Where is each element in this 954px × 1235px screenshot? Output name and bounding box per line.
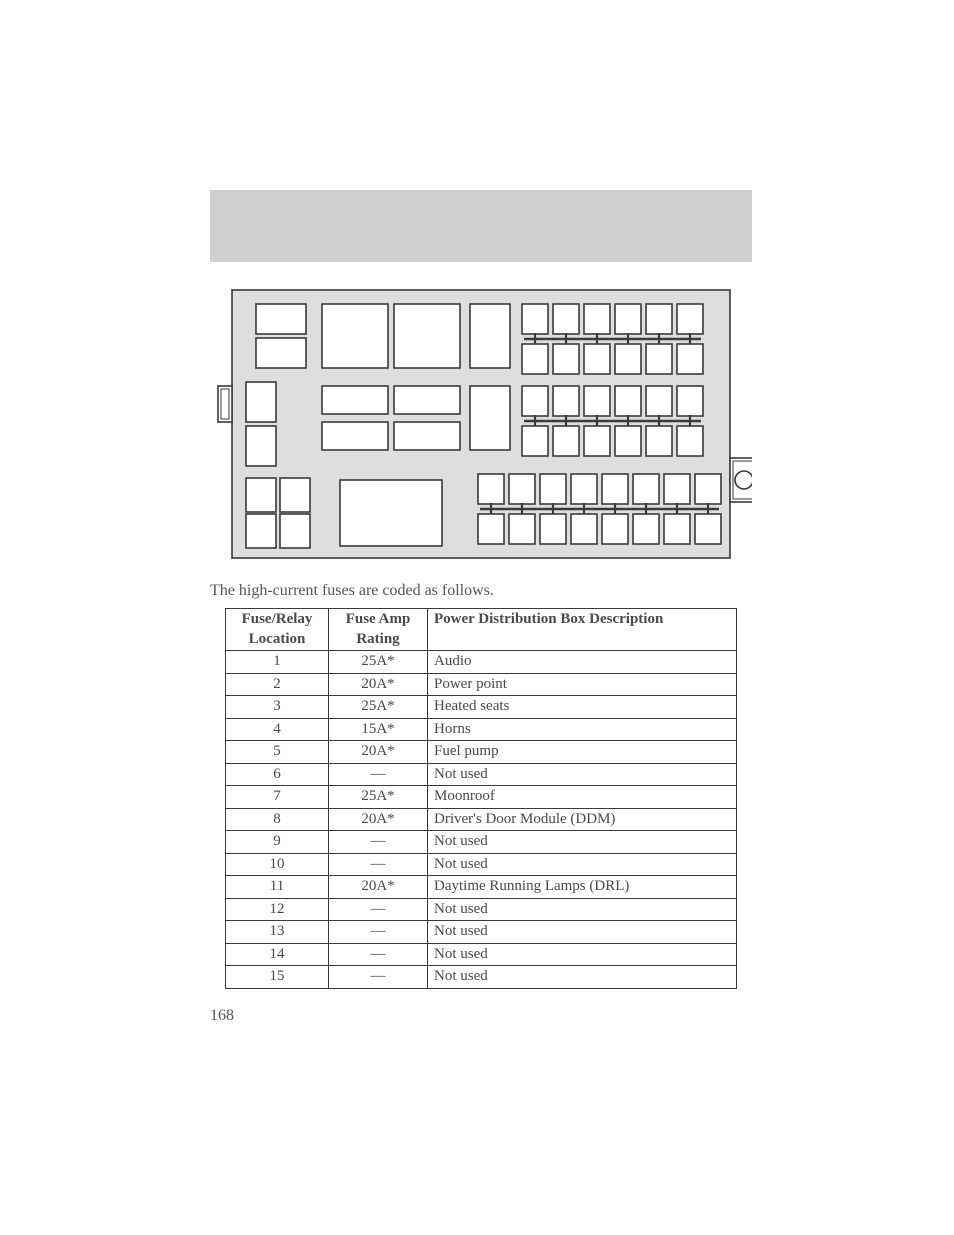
cell-amp: 25A* [329, 786, 428, 809]
document-page: The high-current fuses are coded as foll… [0, 0, 954, 1235]
cell-desc: Not used [428, 966, 737, 989]
col-header-desc: Power Distribution Box Description [428, 609, 737, 651]
cell-desc: Heated seats [428, 696, 737, 719]
col-header-line: Power Distribution Box Description [434, 611, 663, 627]
col-header-line: Fuse Amp [346, 611, 411, 627]
cell-location: 7 [226, 786, 329, 809]
cell-location: 5 [226, 741, 329, 764]
cell-location: 13 [226, 921, 329, 944]
header-band [210, 190, 752, 262]
cell-amp: 25A* [329, 696, 428, 719]
table-row: 9—Not used [226, 831, 737, 854]
fuse-table: Fuse/Relay Location Fuse Amp Rating Powe… [225, 608, 737, 989]
col-header-line: Rating [356, 631, 399, 647]
cell-desc: Not used [428, 763, 737, 786]
cell-location: 6 [226, 763, 329, 786]
table-row: 13—Not used [226, 921, 737, 944]
cell-amp: — [329, 943, 428, 966]
cell-desc: Not used [428, 921, 737, 944]
col-header-amp: Fuse Amp Rating [329, 609, 428, 651]
cell-desc: Not used [428, 943, 737, 966]
cell-desc: Audio [428, 651, 737, 674]
cell-amp: — [329, 921, 428, 944]
fuse-box-diagram [210, 286, 752, 562]
cell-location: 8 [226, 808, 329, 831]
cell-desc: Power point [428, 673, 737, 696]
cell-location: 12 [226, 898, 329, 921]
cell-amp: — [329, 966, 428, 989]
table-caption: The high-current fuses are coded as foll… [210, 582, 744, 600]
table-row: 6—Not used [226, 763, 737, 786]
cell-amp: 20A* [329, 673, 428, 696]
table-row: 520A*Fuel pump [226, 741, 737, 764]
table-row: 220A*Power point [226, 673, 737, 696]
cell-location: 3 [226, 696, 329, 719]
table-row: 820A*Driver's Door Module (DDM) [226, 808, 737, 831]
table-row: 415A*Horns [226, 718, 737, 741]
cell-desc: Not used [428, 853, 737, 876]
fuse-box-diagram-svg [210, 286, 752, 562]
col-header-line: Fuse/Relay [242, 611, 313, 627]
cell-desc: Driver's Door Module (DDM) [428, 808, 737, 831]
page-number: 168 [210, 1007, 234, 1025]
cell-amp: — [329, 898, 428, 921]
cell-amp: — [329, 831, 428, 854]
table-row: 125A*Audio [226, 651, 737, 674]
cell-amp: 15A* [329, 718, 428, 741]
cell-amp: 20A* [329, 808, 428, 831]
cell-location: 9 [226, 831, 329, 854]
table-header-row: Fuse/Relay Location Fuse Amp Rating Powe… [226, 609, 737, 651]
cell-desc: Fuel pump [428, 741, 737, 764]
cell-desc: Not used [428, 898, 737, 921]
cell-amp: — [329, 853, 428, 876]
table-row: 12—Not used [226, 898, 737, 921]
cell-location: 15 [226, 966, 329, 989]
table-row: 725A*Moonroof [226, 786, 737, 809]
table-row: 15—Not used [226, 966, 737, 989]
cell-location: 2 [226, 673, 329, 696]
cell-location: 14 [226, 943, 329, 966]
cell-location: 4 [226, 718, 329, 741]
cell-amp: — [329, 763, 428, 786]
table-row: 325A*Heated seats [226, 696, 737, 719]
table-row: 10—Not used [226, 853, 737, 876]
cell-desc: Not used [428, 831, 737, 854]
cell-location: 10 [226, 853, 329, 876]
cell-amp: 25A* [329, 651, 428, 674]
cell-location: 1 [226, 651, 329, 674]
cell-desc: Horns [428, 718, 737, 741]
table-row: 1120A*Daytime Running Lamps (DRL) [226, 876, 737, 899]
col-header-location: Fuse/Relay Location [226, 609, 329, 651]
col-header-line: Location [249, 631, 306, 647]
table-row: 14—Not used [226, 943, 737, 966]
cell-location: 11 [226, 876, 329, 899]
cell-desc: Moonroof [428, 786, 737, 809]
cell-amp: 20A* [329, 876, 428, 899]
cell-desc: Daytime Running Lamps (DRL) [428, 876, 737, 899]
cell-amp: 20A* [329, 741, 428, 764]
